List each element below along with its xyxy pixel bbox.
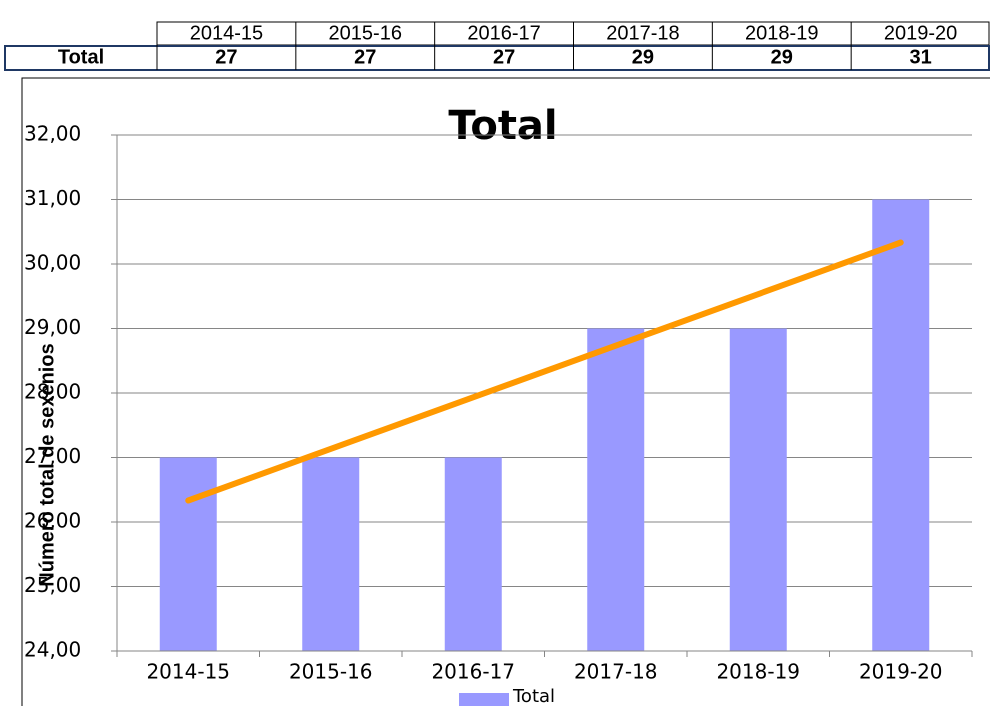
- table-header-cell: 2018-19: [745, 22, 818, 44]
- table-header-cell: 2019-20: [884, 22, 957, 44]
- chart-title: Total: [448, 103, 557, 149]
- bar: [159, 457, 217, 651]
- table-cell: 31: [909, 46, 931, 68]
- bar: [302, 457, 360, 651]
- bar: [729, 328, 787, 651]
- y-tick-label: 24,00: [24, 638, 81, 662]
- y-tick-label: 29,00: [24, 315, 81, 339]
- table-cell: 27: [493, 46, 515, 68]
- x-tick-label: 2014-15: [146, 660, 230, 684]
- table-cell: 27: [354, 46, 376, 68]
- table-cell: 29: [771, 46, 793, 68]
- bar: [444, 457, 502, 651]
- y-tick-label: 28,00: [24, 380, 81, 404]
- legend-swatch: [459, 693, 509, 706]
- y-tick-label: 27,00: [24, 444, 81, 468]
- table-header-cell: 2016-17: [467, 22, 540, 44]
- table-header-cell: 2015-16: [329, 22, 402, 44]
- table-cell: 27: [215, 46, 237, 68]
- trendline: [185, 239, 904, 504]
- table-header-cell: 2014-15: [190, 22, 263, 44]
- y-tick-label: 30,00: [24, 251, 81, 275]
- x-tick-label: 2017-18: [574, 660, 658, 684]
- table-cell: 29: [632, 46, 654, 68]
- x-tick-label: 2015-16: [289, 660, 373, 684]
- bar: [587, 328, 645, 651]
- x-tick-label: 2019-20: [859, 660, 943, 684]
- y-tick-label: 32,00: [24, 122, 81, 146]
- y-tick-label: 31,00: [24, 186, 81, 210]
- table-row-border: [4, 45, 990, 71]
- x-tick-label: 2016-17: [431, 660, 515, 684]
- y-tick-label: 25,00: [24, 573, 81, 597]
- y-axis-label: Número total de sexenios: [36, 343, 58, 586]
- bar: [872, 199, 930, 651]
- table-cell: Total: [58, 46, 104, 68]
- legend-label: Total: [512, 686, 555, 706]
- x-tick-label: 2018-19: [716, 660, 800, 684]
- table-header-cell: 2017-18: [606, 22, 679, 44]
- y-tick-label: 26,00: [24, 509, 81, 533]
